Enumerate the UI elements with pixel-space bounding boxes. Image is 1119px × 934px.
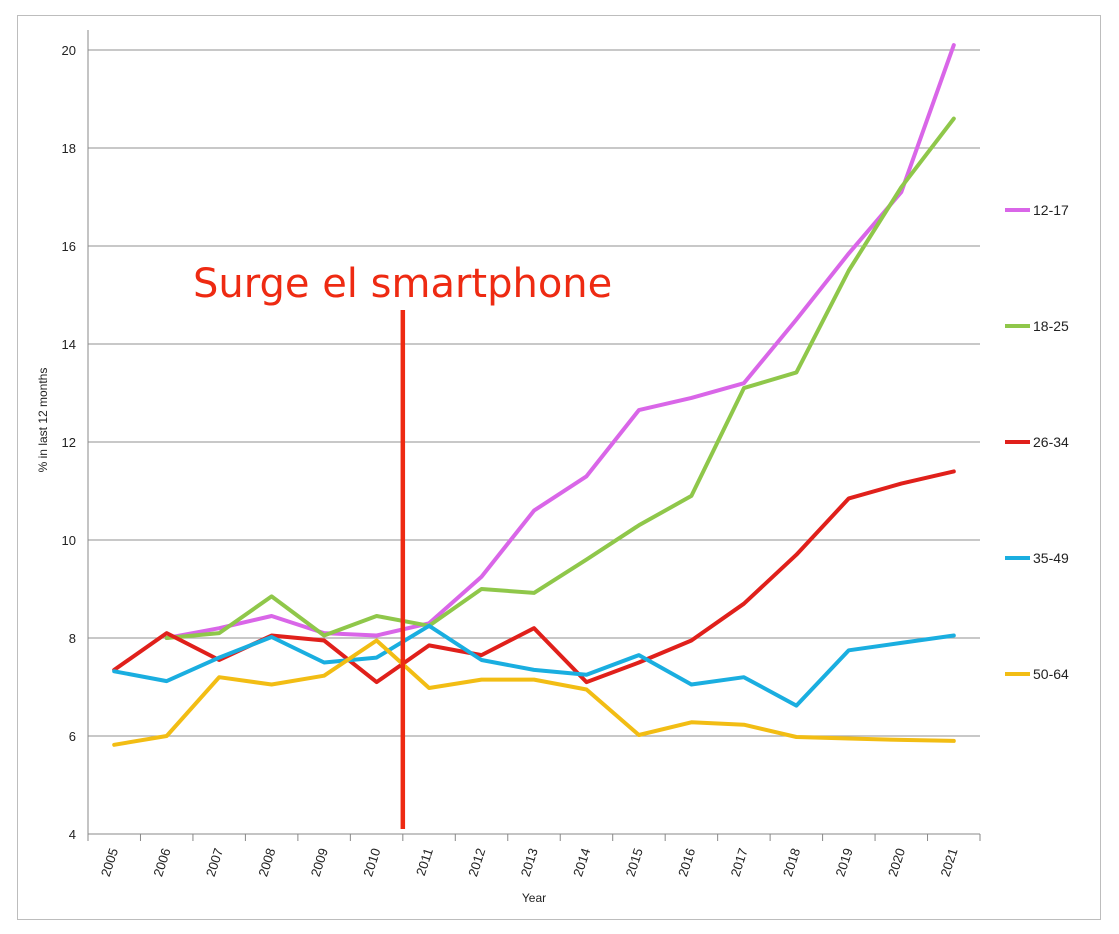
y-tick-label: 8 (69, 631, 76, 646)
x-tick-label: 2013 (518, 846, 541, 878)
x-tick-label: 2021 (937, 846, 960, 878)
series-line-18-25 (164, 116, 956, 640)
x-tick-label: 2018 (780, 846, 803, 878)
annotation: Surge el smartphone (193, 261, 612, 829)
x-tick-label: 2015 (623, 846, 646, 878)
series-lines (112, 43, 956, 747)
x-tick-label: 2007 (203, 846, 226, 878)
x-tick-label: 2006 (150, 846, 173, 878)
chart-frame (17, 15, 1101, 920)
legend-label-35-49: 35-49 (1033, 550, 1069, 566)
y-tick-label: 18 (62, 141, 76, 156)
x-tick-label: 2020 (885, 846, 908, 878)
x-tick-label: 2014 (570, 846, 593, 878)
y-tick-label: 6 (69, 729, 76, 744)
series-line-50-64 (112, 638, 956, 747)
x-tick-label: 2016 (675, 846, 698, 878)
annotation-text: Surge el smartphone (193, 261, 612, 307)
y-tick-label: 12 (62, 435, 76, 450)
x-axis-title: Year (522, 891, 546, 905)
y-axis-title: % in last 12 months (36, 368, 50, 473)
x-tick-label: 2012 (465, 846, 488, 878)
x-tick-label: 2009 (308, 846, 331, 878)
x-tick-label: 2017 (728, 846, 751, 878)
y-tick-label: 14 (62, 337, 76, 352)
legend-label-50-64: 50-64 (1033, 666, 1069, 682)
y-tick-label: 4 (69, 827, 76, 842)
legend-label-18-25: 18-25 (1033, 318, 1069, 334)
legend-label-12-17: 12-17 (1033, 202, 1069, 218)
y-tick-label: 20 (62, 43, 76, 58)
legend: 12-17 18-25 26-34 35-49 50-64 (1005, 202, 1069, 682)
series-line-35-49 (112, 623, 956, 708)
x-tick-label: 2019 (832, 846, 855, 878)
axes (87, 30, 981, 841)
y-tick-labels: 4 6 8 10 12 14 16 18 20 (62, 43, 76, 842)
legend-label-26-34: 26-34 (1033, 434, 1069, 450)
x-tick-label: 2008 (255, 846, 278, 878)
y-tick-label: 16 (62, 239, 76, 254)
x-tick-label: 2010 (360, 846, 383, 878)
x-tick-label: 2011 (413, 846, 436, 877)
y-tick-label: 10 (62, 533, 76, 548)
x-tick-label: 2005 (98, 846, 121, 878)
series-line-12-17 (164, 43, 956, 640)
x-tick-labels: 2005 2006 2007 2008 2009 2010 2011 2012 2013 2014… (98, 846, 961, 878)
